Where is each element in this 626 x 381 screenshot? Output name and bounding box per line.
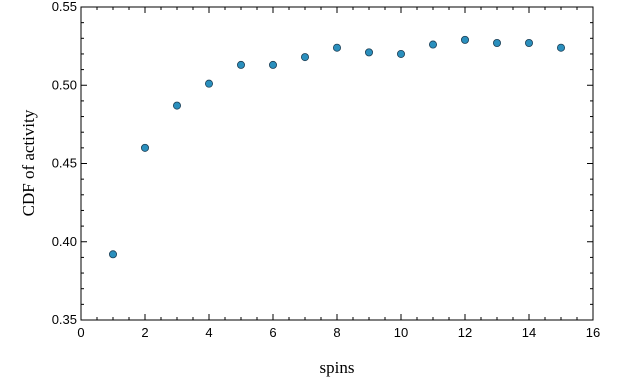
y-tick-label: 0.45 (52, 156, 77, 171)
data-point (204, 79, 213, 88)
data-point (557, 43, 566, 52)
x-tick-label: 4 (205, 325, 212, 340)
data-point (332, 43, 341, 52)
plot-frame (80, 6, 594, 321)
y-tick-label: 0.50 (52, 77, 77, 92)
x-tick-label: 14 (522, 325, 536, 340)
x-axis-title: spins (320, 358, 355, 377)
tick-labels: 0 2 4 6 8 10 12 14 16 0.35 0.40 0.45 0.50 0.55 (52, 0, 601, 340)
y-tick-label: 0.35 (52, 312, 77, 327)
x-tick-label: 10 (394, 325, 408, 340)
y-axis-title: CDF of activity (19, 109, 38, 216)
data-point (428, 40, 437, 49)
y-tick-label: 0.40 (52, 234, 77, 249)
data-point (109, 250, 118, 259)
data-point (396, 49, 405, 58)
data-point (364, 48, 373, 57)
x-tick-label: 6 (269, 325, 276, 340)
data-point (492, 38, 501, 47)
data-point (236, 60, 245, 69)
x-tick-label: 2 (141, 325, 148, 340)
data-point (140, 143, 149, 152)
x-tick-label: 0 (77, 325, 84, 340)
axis-ticks (80, 6, 594, 321)
data-point (525, 38, 534, 47)
data-point (268, 60, 277, 69)
x-tick-label: 16 (586, 325, 600, 340)
y-tick-label: 0.55 (52, 0, 77, 14)
x-tick-label: 12 (458, 325, 472, 340)
data-point (460, 35, 469, 44)
data-point (300, 53, 309, 62)
x-tick-label: 8 (333, 325, 340, 340)
data-point (172, 101, 181, 110)
data-points (109, 35, 566, 259)
